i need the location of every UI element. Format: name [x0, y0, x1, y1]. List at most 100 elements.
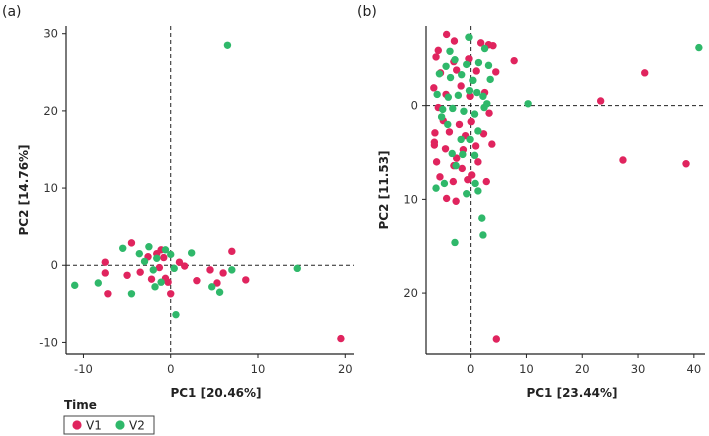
panel-b-point-v1	[432, 53, 440, 61]
panel-b-point-v1	[489, 41, 497, 50]
panel-b-point-v2	[469, 76, 477, 85]
panel-b-point-v2	[451, 238, 459, 247]
panel-b-point-v2	[454, 91, 463, 100]
panel-a-point-v2	[161, 246, 170, 254]
panel-a-point-v2	[149, 266, 157, 274]
panel-b-reference-lines	[426, 26, 705, 354]
panel-b-point-v2	[460, 107, 468, 115]
panel-b-point-v2	[440, 179, 449, 188]
panel-a-point-v2	[208, 283, 216, 291]
panel-a-point-v2	[145, 243, 153, 251]
panel-a-point-v2	[172, 310, 180, 319]
panel-b-point-v2	[474, 127, 482, 135]
panel-b-point-v2	[433, 90, 441, 99]
panel-b-point-v1	[488, 140, 496, 148]
panel-a-point-v1	[193, 276, 201, 285]
panel-a-point-v2	[293, 264, 301, 273]
panel-a-point-v1	[242, 276, 250, 284]
panel-a-x-tick-label: 0	[167, 362, 174, 376]
panel-b-point-v1	[452, 154, 461, 162]
panel-label-b: (b)	[357, 4, 377, 20]
panel-b-point-v2	[463, 190, 471, 198]
panel-a-y-tick-label: 20	[43, 104, 58, 118]
panel-b-point-v2	[486, 75, 494, 84]
panel-b-point-v2	[471, 179, 479, 188]
panel-b-point-v1	[441, 145, 450, 153]
panel-a-y-tick-label: 0	[51, 258, 58, 272]
legend: Time V1 V2	[63, 398, 155, 435]
panel-b-point-v1	[445, 128, 454, 136]
panel-a-point-v1	[228, 247, 236, 256]
panel-b-point-v1	[442, 194, 451, 203]
panel-a-point-v2	[167, 250, 175, 259]
panel-b-point-v1	[482, 177, 490, 186]
panel-a-point-v1	[160, 253, 168, 262]
panel-a-point-v1	[127, 239, 136, 247]
panel-a-point-v2	[170, 264, 178, 273]
panel-b-plot: 0 10 20 30 40 0 10 20 PC1 [23.44%] PC2 [11.53]	[377, 26, 705, 400]
panel-b-point-v1	[492, 68, 500, 76]
panel-a-y-tick-label: 30	[43, 27, 58, 41]
panel-a-point-v1	[136, 268, 144, 276]
panel-a-x-tick-label: 20	[338, 362, 353, 376]
panel-b-point-v1	[467, 117, 475, 126]
panel-b-x-tick-label: 30	[631, 362, 646, 376]
panel-b-point-v2	[483, 100, 491, 108]
legend-label-v2: V2	[129, 419, 145, 433]
panel-a-ticks: -10 0 10 20 -10 0 10 20 30	[39, 27, 352, 376]
legend-title: Time	[64, 398, 97, 412]
panel-b-point-v1	[466, 92, 474, 100]
panel-b-point-v2	[449, 104, 457, 113]
panel-a-point-v2	[187, 249, 196, 257]
panel-b-point-v2	[470, 151, 479, 160]
panel-a-point-v1	[213, 279, 221, 287]
panel-b-point-v2	[465, 33, 473, 41]
panel-b-point-v2	[524, 100, 532, 108]
panel-b-point-v1	[596, 97, 605, 105]
panel-label-a: (a)	[2, 4, 22, 20]
panel-b-point-v2	[465, 86, 474, 95]
panel-b-point-v2	[439, 105, 447, 114]
panel-b-point-v2	[463, 60, 471, 69]
panel-b-y-tick-label: 20	[403, 286, 418, 300]
panel-b-point-v2	[442, 62, 450, 70]
panel-a-point-v2	[140, 257, 149, 266]
panel-a-reference-lines	[66, 26, 354, 354]
panel-b-point-v1	[476, 39, 485, 47]
panel-a-x-tick-label: -10	[74, 362, 93, 376]
panel-b-point-v2	[446, 73, 455, 82]
panel-b-points	[430, 30, 703, 343]
panel-a-x-tick-label: 10	[251, 362, 266, 376]
panel-b-ticks: 0 10 20 30 40 0 10 20	[403, 99, 701, 376]
panel-b-point-v2	[457, 135, 465, 144]
panel-a-y-tick-label: -10	[39, 335, 58, 349]
panel-b-point-v2	[479, 92, 487, 100]
legend-box	[63, 415, 155, 435]
panel-b-x-tick-label: 40	[687, 362, 702, 376]
panel-b-point-v2	[435, 70, 444, 78]
panel-b-y-axis-title: PC2 [11.53]	[377, 150, 391, 229]
panel-b-point-v1	[485, 109, 493, 117]
panel-b-point-v1	[619, 156, 627, 164]
panel-b-point-v1	[682, 160, 690, 168]
panel-b-point-v1	[452, 197, 460, 205]
panel-a-point-v1	[180, 262, 189, 270]
panel-a-point-v1	[167, 290, 175, 298]
panel-b-point-v1	[452, 66, 461, 74]
panel-a-point-v2	[94, 279, 102, 287]
panel-a-point-v1	[155, 263, 164, 272]
panel-b-x-tick-label: 10	[519, 362, 534, 376]
legend-label-v1: V1	[86, 419, 102, 433]
panel-b-point-v2	[479, 231, 487, 239]
panel-b-point-v1	[436, 173, 444, 181]
panel-b-point-v2	[432, 184, 440, 192]
panel-b-point-v2	[437, 113, 446, 121]
panel-a-points	[71, 41, 345, 343]
panel-a-point-v1	[206, 266, 214, 274]
panel-b-point-v1	[492, 335, 501, 343]
panel-a-point-v2	[153, 254, 161, 263]
panel-a-point-v2	[119, 244, 127, 252]
panel-b-point-v2	[473, 88, 481, 97]
panel-a-x-axis-title: PC1 [20.46%]	[170, 386, 261, 400]
panel-a-point-v1	[219, 269, 227, 277]
